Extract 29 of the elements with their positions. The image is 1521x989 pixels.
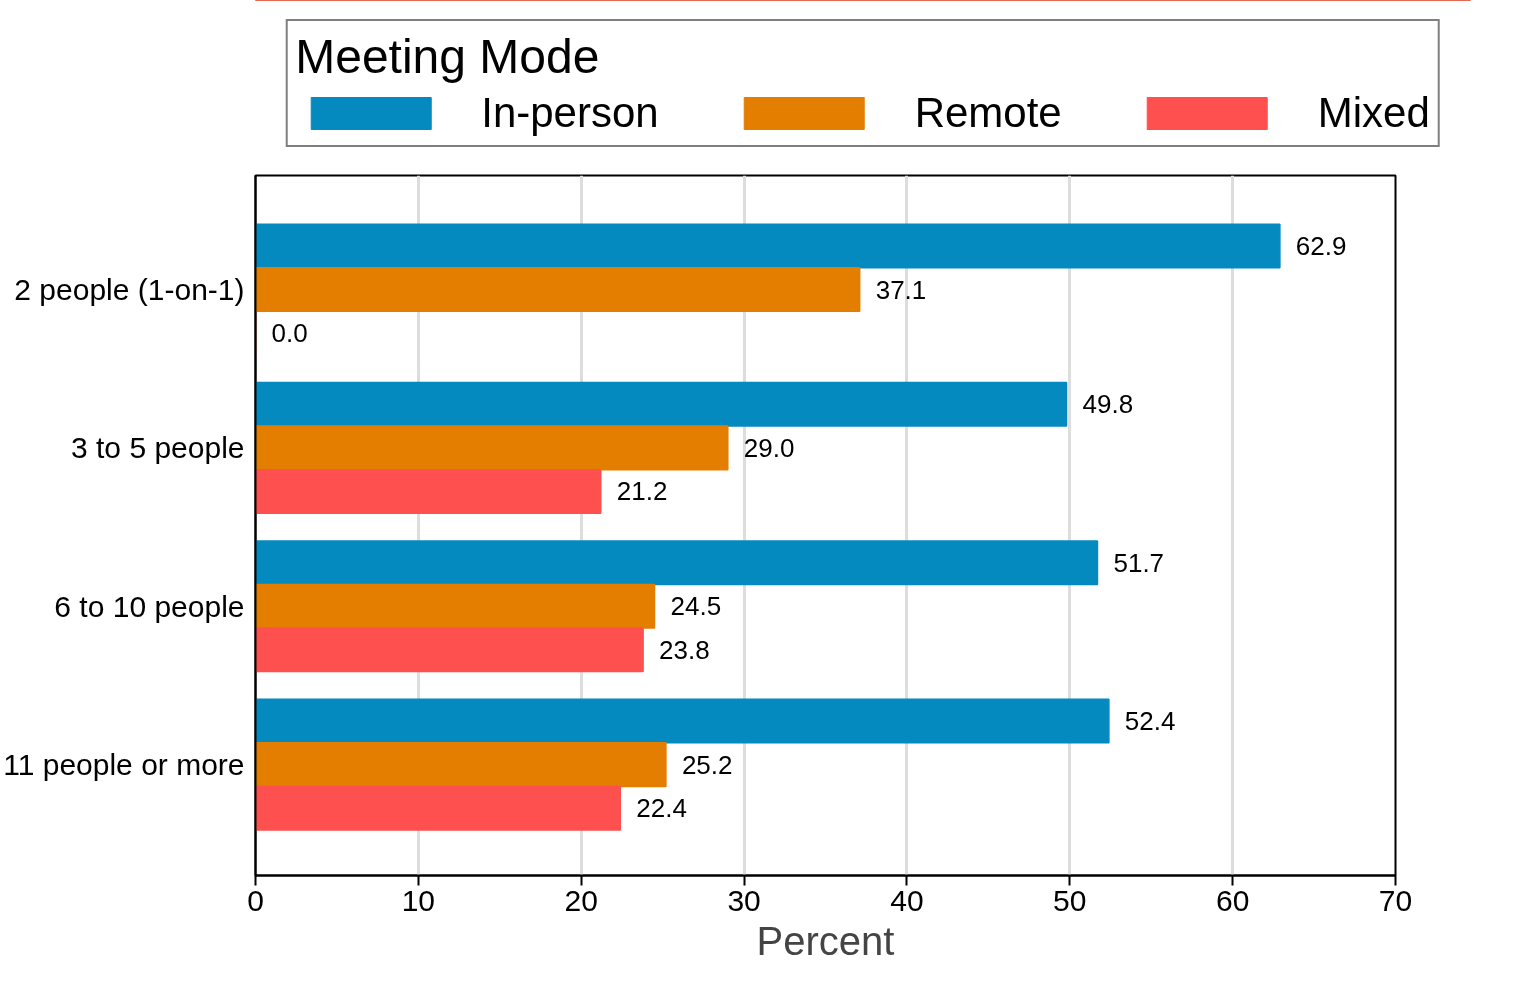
y-tick-label: 11 people or more (3, 748, 245, 782)
x-tick-label: 10 (401, 883, 436, 917)
text: 62.9 (1295, 230, 1347, 261)
legend-label: Mixed (1317, 88, 1430, 137)
text: 25.2 (681, 749, 733, 780)
legend-label: In-person (481, 88, 659, 137)
x-tick-label: 50 (1053, 883, 1087, 917)
x-axis-title: Percent (756, 918, 895, 963)
text: 49.8 (1082, 389, 1134, 420)
text: 37.1 (875, 274, 927, 305)
text: 52.4 (1124, 706, 1176, 737)
x-tick-label: 20 (564, 883, 598, 917)
x-tick-label: 70 (1378, 883, 1413, 917)
y-tick-label: 3 to 5 people (71, 431, 245, 465)
legend-label: Remote (914, 88, 1062, 137)
x-tick-label: 40 (890, 883, 924, 917)
x-tick-label: 60 (1215, 883, 1250, 917)
x-tick-label: 0 (247, 883, 264, 917)
text: 21.2 (616, 476, 668, 507)
text: 24.5 (670, 591, 722, 622)
text: 22.4 (636, 793, 687, 824)
text: 29.0 (743, 432, 795, 463)
text: 51.7 (1113, 547, 1165, 578)
legend-title: Meeting Mode (295, 28, 601, 84)
y-tick-label: 6 to 10 people (54, 589, 245, 623)
x-tick-label: 30 (727, 883, 761, 917)
text: 0.0 (271, 318, 308, 349)
y-tick-label: 2 people (1-on-1) (14, 273, 245, 307)
text: 23.8 (659, 634, 710, 665)
